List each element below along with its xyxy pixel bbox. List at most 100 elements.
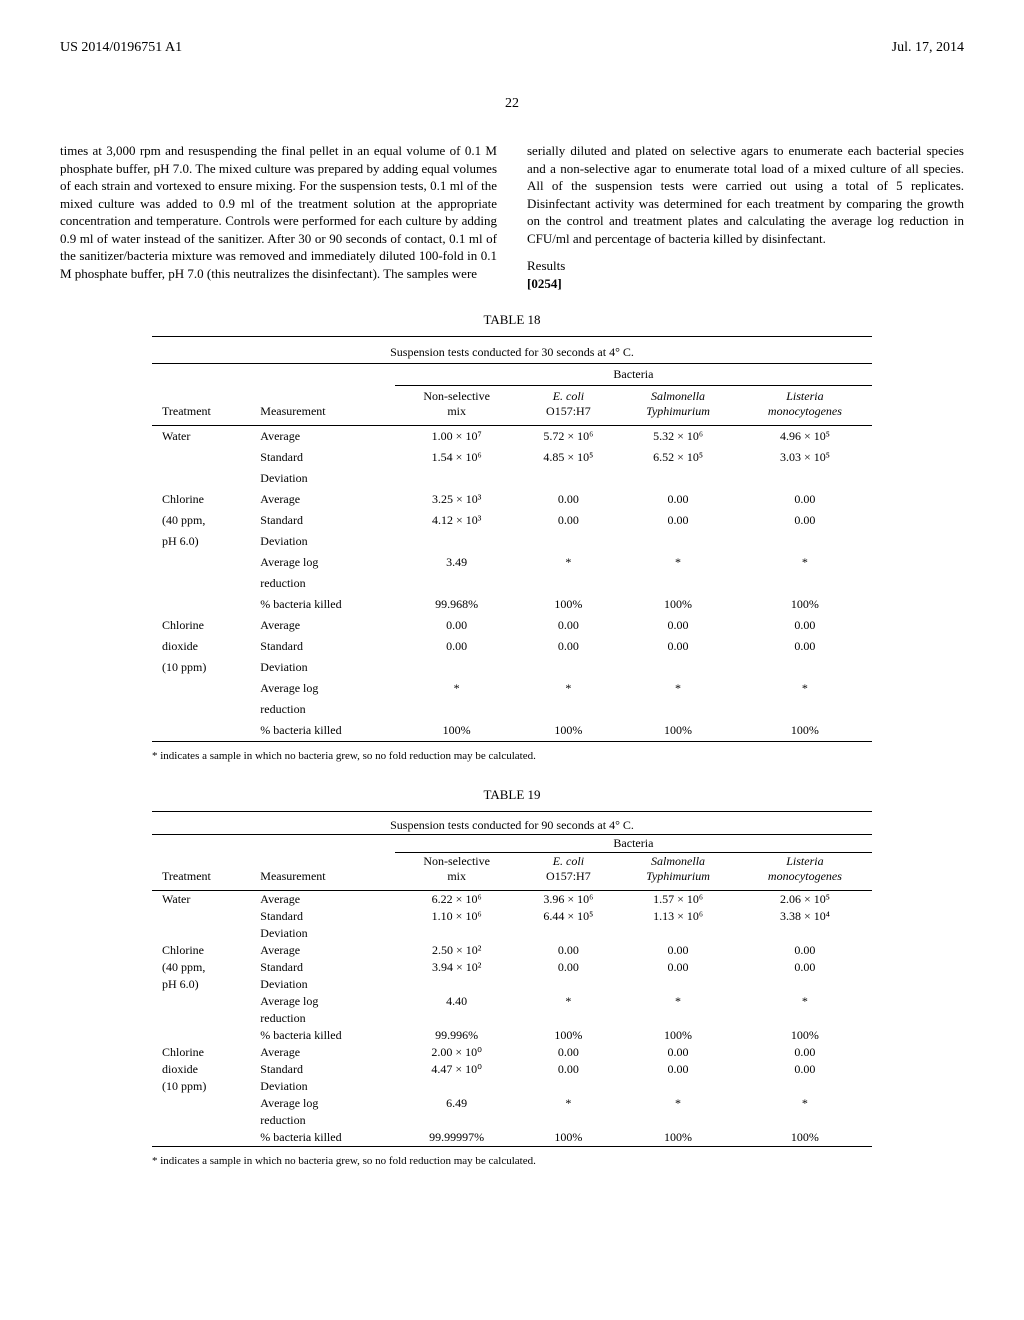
- table-row: pH 6.0)Deviation: [152, 531, 872, 552]
- value-cell: [395, 573, 519, 594]
- table-row: pH 6.0)Deviation: [152, 976, 872, 993]
- value-cell: 0.00: [618, 1044, 738, 1061]
- value-cell: [618, 1112, 738, 1129]
- value-cell: 0.00: [518, 959, 618, 976]
- value-cell: [518, 925, 618, 942]
- value-cell: 0.00: [618, 959, 738, 976]
- measurement-cell: % bacteria killed: [250, 1027, 395, 1044]
- value-cell: 0.00: [518, 510, 618, 531]
- table-19: TABLE 19 Suspension tests conducted for …: [152, 787, 872, 1167]
- body-columns: times at 3,000 rpm and resuspending the …: [60, 142, 964, 292]
- value-cell: 0.00: [738, 1061, 872, 1078]
- table-row: % bacteria killed99.968%100%100%100%: [152, 594, 872, 615]
- treatment-cell: Chlorine: [152, 942, 250, 959]
- measurement-cell: % bacteria killed: [250, 720, 395, 742]
- treatment-cell: [152, 1095, 250, 1112]
- treatment-cell: pH 6.0): [152, 976, 250, 993]
- value-cell: 5.32 × 10⁶: [618, 426, 738, 448]
- value-cell: [738, 573, 872, 594]
- table-row: Standard1.10 × 10⁶6.44 × 10⁵1.13 × 10⁶3.…: [152, 908, 872, 925]
- value-cell: 0.00: [618, 615, 738, 636]
- table-row: reduction: [152, 573, 872, 594]
- treatment-cell: dioxide: [152, 1061, 250, 1078]
- value-cell: 6.22 × 10⁶: [395, 891, 519, 909]
- measurement-cell: Average log: [250, 552, 395, 573]
- value-cell: *: [618, 1095, 738, 1112]
- treatment-cell: Water: [152, 891, 250, 909]
- value-cell: 0.00: [518, 942, 618, 959]
- value-cell: [395, 1078, 519, 1095]
- measurement-cell: Average log: [250, 1095, 395, 1112]
- table-19-caption: Suspension tests conducted for 90 second…: [152, 812, 872, 835]
- value-cell: [518, 657, 618, 678]
- table-row: dioxideStandard4.47 × 10⁰0.000.000.00: [152, 1061, 872, 1078]
- value-cell: 100%: [518, 720, 618, 742]
- value-cell: 6.49: [395, 1095, 519, 1112]
- value-cell: *: [518, 552, 618, 573]
- value-cell: 4.96 × 10⁵: [738, 426, 872, 448]
- measurement-cell: Standard: [250, 447, 395, 468]
- table-row: ChlorineAverage0.000.000.000.00: [152, 615, 872, 636]
- value-cell: 0.00: [518, 489, 618, 510]
- table-row: ChlorineAverage2.00 × 10⁰0.000.000.00: [152, 1044, 872, 1061]
- value-cell: 100%: [618, 720, 738, 742]
- value-cell: 99.99997%: [395, 1129, 519, 1147]
- value-cell: 100%: [518, 1129, 618, 1147]
- page-number: 22: [60, 96, 964, 112]
- value-cell: 1.10 × 10⁶: [395, 908, 519, 925]
- value-cell: *: [618, 552, 738, 573]
- table-row: (40 ppm,Standard3.94 × 10²0.000.000.00: [152, 959, 872, 976]
- treatment-cell: Chlorine: [152, 615, 250, 636]
- value-cell: [395, 657, 519, 678]
- value-cell: 1.13 × 10⁶: [618, 908, 738, 925]
- treatment-cell: (40 ppm,: [152, 510, 250, 531]
- table-row: WaterAverage1.00 × 10⁷5.72 × 10⁶5.32 × 1…: [152, 426, 872, 448]
- measurement-cell: Average log: [250, 993, 395, 1010]
- value-cell: 0.00: [738, 1044, 872, 1061]
- value-cell: 100%: [738, 1027, 872, 1044]
- value-cell: 3.49: [395, 552, 519, 573]
- table-row: ChlorineAverage2.50 × 10²0.000.000.00: [152, 942, 872, 959]
- value-cell: 4.47 × 10⁰: [395, 1061, 519, 1078]
- value-cell: 100%: [738, 720, 872, 742]
- table-row: reduction: [152, 699, 872, 720]
- table-row: reduction: [152, 1112, 872, 1129]
- value-cell: [738, 1112, 872, 1129]
- value-cell: 3.38 × 10⁴: [738, 908, 872, 925]
- value-cell: 0.00: [518, 1061, 618, 1078]
- treatment-cell: pH 6.0): [152, 531, 250, 552]
- value-cell: [518, 531, 618, 552]
- value-cell: [738, 468, 872, 489]
- treatment-cell: (10 ppm): [152, 1078, 250, 1095]
- value-cell: [618, 657, 738, 678]
- value-cell: [395, 976, 519, 993]
- value-cell: 100%: [738, 594, 872, 615]
- value-cell: [618, 573, 738, 594]
- value-cell: [618, 925, 738, 942]
- treatment-cell: [152, 1027, 250, 1044]
- value-cell: 4.40: [395, 993, 519, 1010]
- table-row: dioxideStandard0.000.000.000.00: [152, 636, 872, 657]
- measurement-cell: Average: [250, 426, 395, 448]
- measurement-cell: Standard: [250, 510, 395, 531]
- treatment-cell: [152, 925, 250, 942]
- table-row: % bacteria killed99.996%100%100%100%: [152, 1027, 872, 1044]
- value-cell: 0.00: [518, 636, 618, 657]
- table-row: Deviation: [152, 468, 872, 489]
- table-19-col-heads: Treatment Measurement Non-selectivemix E…: [152, 853, 872, 891]
- value-cell: [618, 531, 738, 552]
- results-heading: Results: [527, 257, 964, 275]
- measurement-cell: % bacteria killed: [250, 1129, 395, 1147]
- paragraph-number: [0254]: [527, 275, 964, 293]
- measurement-cell: reduction: [250, 699, 395, 720]
- value-cell: 0.00: [618, 636, 738, 657]
- value-cell: 0.00: [518, 615, 618, 636]
- value-cell: *: [738, 993, 872, 1010]
- table-18: TABLE 18 Suspension tests conducted for …: [152, 312, 872, 762]
- value-cell: *: [738, 1095, 872, 1112]
- treatment-cell: [152, 993, 250, 1010]
- treatment-cell: Chlorine: [152, 1044, 250, 1061]
- value-cell: [518, 573, 618, 594]
- value-cell: 100%: [395, 720, 519, 742]
- treatment-cell: [152, 678, 250, 699]
